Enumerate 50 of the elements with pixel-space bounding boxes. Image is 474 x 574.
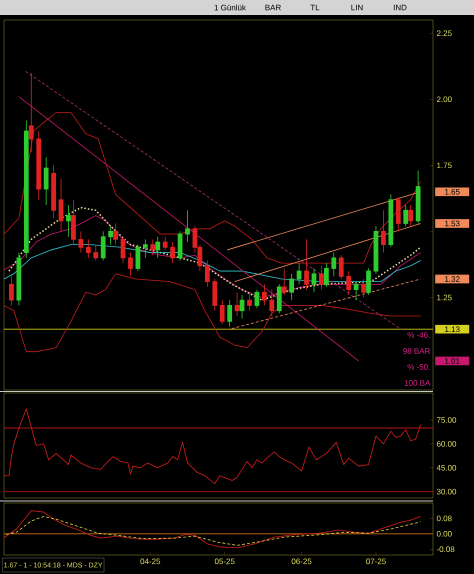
candlestick <box>178 231 182 261</box>
line-series <box>4 516 422 546</box>
candlestick <box>66 204 71 238</box>
candlestick <box>128 252 133 277</box>
candlestick <box>234 292 240 316</box>
candlestick <box>113 223 118 246</box>
candlestick <box>240 294 244 320</box>
candlestick <box>254 289 260 308</box>
candlestick <box>108 226 114 246</box>
candlestick <box>366 268 371 296</box>
candlestick <box>247 292 252 312</box>
candlestick <box>262 284 267 306</box>
candlestick <box>354 281 359 301</box>
candlestick <box>162 236 168 250</box>
candlestick <box>120 236 126 264</box>
candlestick <box>142 238 148 258</box>
candlestick <box>324 262 329 288</box>
candlestick <box>185 210 190 242</box>
candlestick <box>155 236 160 258</box>
candlestick <box>312 268 316 293</box>
candlestick <box>374 226 378 274</box>
candlestick <box>408 204 414 227</box>
candlestick <box>346 270 352 296</box>
candlestick <box>319 265 324 290</box>
candlestick <box>150 238 156 256</box>
candlestick <box>381 210 386 253</box>
candlestick <box>78 231 84 253</box>
line-series <box>4 244 422 282</box>
candlestick <box>212 278 218 312</box>
candlestick <box>361 278 366 298</box>
candlestick <box>86 238 91 258</box>
candlestick <box>282 268 287 296</box>
line-series <box>4 510 422 548</box>
candlestick <box>136 244 140 272</box>
line-series <box>4 408 422 484</box>
candlestick <box>170 242 176 264</box>
candlestick <box>289 273 294 301</box>
candlestick <box>93 244 98 261</box>
candlestick <box>28 72 34 153</box>
candlestick <box>269 289 274 316</box>
candlestick <box>296 262 302 285</box>
candlestick <box>44 157 49 206</box>
candlestick <box>71 199 76 246</box>
candlestick <box>16 252 22 306</box>
candlestick <box>58 178 64 232</box>
candlestick <box>416 170 421 224</box>
candlestick <box>304 238 309 290</box>
candlestick <box>51 164 56 219</box>
candlestick <box>331 252 336 277</box>
candlestick <box>9 276 14 306</box>
